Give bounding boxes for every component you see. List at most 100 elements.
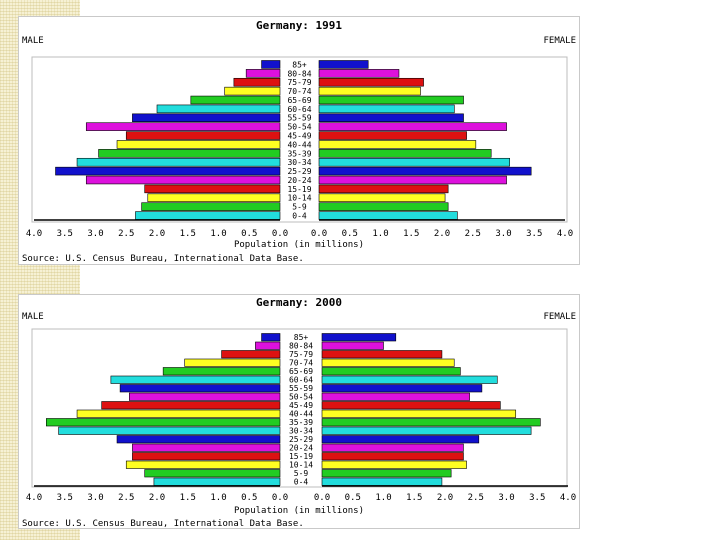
chart-0-female-label: FEMALE: [543, 36, 576, 46]
chart-1-female-bar-60-64: [321, 375, 498, 384]
chart-0-age-label-60-64: 60-64: [287, 105, 311, 114]
chart-1-male-bar-45-49: [101, 401, 281, 410]
chart-1-female-bar-25-29: [321, 435, 480, 444]
chart-1-tick-label: 3.0: [87, 493, 103, 503]
chart-0-female-bar-5-9: [318, 202, 449, 211]
chart-0-age-label-85+: 85+: [292, 60, 307, 69]
chart-1-male-label: MALE: [22, 312, 44, 322]
chart-1-title: Germany: 2000: [256, 296, 342, 309]
chart-0-tick-label: 2.5: [118, 229, 134, 239]
chart-1-male-bar-35-39: [45, 418, 281, 427]
chart-1-male-bar-20-24: [132, 443, 281, 452]
chart-0-title: Germany: 1991: [256, 19, 342, 32]
chart-0-age-label-50-54: 50-54: [287, 123, 311, 132]
chart-1-source-note: Source: U.S. Census Bureau, Internationa…: [22, 519, 304, 528]
chart-1-female-bar-70-74: [321, 358, 455, 367]
chart-0-male-bar-20-24: [85, 175, 281, 185]
chart-0-age-label-70-74: 70-74: [287, 87, 311, 96]
chart-1-male-bar-5-9: [144, 469, 281, 478]
chart-1-tick-label: 4.0: [560, 493, 576, 503]
chart-1-age-label-70-74: 70-74: [289, 359, 313, 368]
chart-1-age-label-55-59: 55-59: [289, 384, 313, 393]
chart-1-age-label-75-79: 75-79: [289, 350, 313, 359]
chart-0-age-label-35-39: 35-39: [287, 149, 311, 158]
chart-1-tick-label: 1.0: [375, 493, 391, 503]
chart-1-male-bar-60-64: [110, 375, 281, 384]
chart-0-female-bar-10-14: [318, 193, 446, 203]
chart-0-male-bar-45-49: [125, 131, 281, 140]
chart-1-tick-label: 1.0: [210, 493, 226, 503]
chart-0-tick-label: 4.0: [26, 229, 42, 239]
chart-1-tick-label: 0.0: [314, 493, 330, 503]
chart-1-female-bar-15-19: [321, 452, 464, 461]
chart-0-age-label-30-34: 30-34: [287, 158, 311, 167]
chart-1-male-bar-55-59: [119, 384, 281, 393]
chart-0-tick-label: 0.0: [272, 229, 288, 239]
chart-0-male-bar-55-59: [132, 113, 281, 123]
chart-0-x-axis-label: Population (in millions): [234, 240, 364, 250]
chart-0-male-bar-80-84: [245, 69, 281, 78]
chart-0-female-bar-75-79: [318, 77, 424, 87]
chart-1-male-bar-0-4: [153, 477, 281, 486]
chart-1-male-bar-40-44: [76, 409, 281, 418]
chart-0-female-bar-80-84: [318, 69, 400, 78]
chart-0-male-bar-70-74: [224, 86, 281, 96]
chart-0-female-bar-40-44: [318, 140, 477, 149]
chart-0-tick-label: 1.5: [403, 229, 419, 239]
chart-1-male-bar-50-54: [129, 392, 281, 401]
chart-1-female-bar-40-44: [321, 409, 517, 418]
chart-0-age-label-0-4: 0-4: [292, 212, 307, 221]
chart-0-tick-label: 3.5: [57, 229, 73, 239]
chart-1-female-bar-65-69: [321, 367, 461, 376]
chart-1-tick-label: 1.5: [406, 493, 422, 503]
chart-0-female-bar-45-49: [318, 131, 467, 140]
chart-0-female-bar-20-24: [318, 175, 507, 185]
chart-1-tick-label: 2.5: [118, 493, 134, 503]
chart-0-age-label-5-9: 5-9: [292, 203, 307, 212]
chart-0-female-bar-50-54: [318, 122, 507, 131]
chart-0-male-bar-0-4: [135, 211, 281, 220]
chart-1-tick-label: 2.0: [437, 493, 453, 503]
chart-1-age-label-85+: 85+: [294, 333, 309, 342]
chart-1-plot-frame: [31, 328, 568, 488]
chart-0-male-bar-40-44: [116, 140, 281, 149]
chart-1-female-bar-50-54: [321, 392, 470, 401]
chart-0-female-bar-85+: [318, 60, 369, 69]
chart-0-tick-label: 2.5: [465, 229, 481, 239]
chart-0-age-label-40-44: 40-44: [287, 140, 311, 149]
chart-0-tick-label: 0.5: [342, 229, 358, 239]
chart-1-age-label-5-9: 5-9: [294, 469, 309, 478]
chart-1-female-bar-45-49: [321, 401, 501, 410]
chart-0-tick-label: 0.5: [241, 229, 257, 239]
chart-0-tick-label: 1.0: [372, 229, 388, 239]
chart-1-age-label-0-4: 0-4: [294, 478, 309, 487]
chart-0-female-bar-55-59: [318, 113, 464, 123]
chart-0-male-bar-5-9: [141, 202, 281, 211]
chart-1-x-axis-label: Population (in millions): [234, 506, 364, 516]
chart-1-female-bar-75-79: [321, 350, 443, 359]
population-pyramid-2000: Germany: 2000 MALE FEMALE 0-4 5-9 10-14 15-19 2…: [18, 294, 580, 529]
chart-0-male-bar-10-14: [147, 193, 281, 203]
chart-1-female-bar-80-84: [321, 341, 384, 350]
chart-1-male-bar-70-74: [184, 358, 281, 367]
chart-0-tick-label: 2.0: [434, 229, 450, 239]
chart-0-male-bar-65-69: [190, 95, 281, 105]
chart-0-age-label-25-29: 25-29: [287, 167, 311, 176]
chart-0-female-bar-30-34: [318, 157, 510, 167]
chart-0-tick-label: 3.0: [495, 229, 511, 239]
chart-1-male-bar-25-29: [116, 435, 281, 444]
chart-0-tick-label: 3.0: [87, 229, 103, 239]
chart-1-male-bar-65-69: [162, 367, 281, 376]
chart-1-female-bar-35-39: [321, 418, 541, 427]
chart-1-age-label-35-39: 35-39: [289, 418, 313, 427]
chart-0-age-label-55-59: 55-59: [287, 114, 311, 123]
chart-0-female-bar-65-69: [318, 95, 464, 105]
chart-0-age-label-45-49: 45-49: [287, 132, 311, 141]
chart-1-male-bar-80-84: [255, 341, 281, 350]
chart-0-tick-label: 2.0: [149, 229, 165, 239]
chart-1-male-bar-85+: [261, 333, 281, 342]
chart-0-plot-frame: [31, 56, 568, 223]
chart-1-female-bar-5-9: [321, 469, 452, 478]
chart-1-female-bar-10-14: [321, 460, 467, 469]
